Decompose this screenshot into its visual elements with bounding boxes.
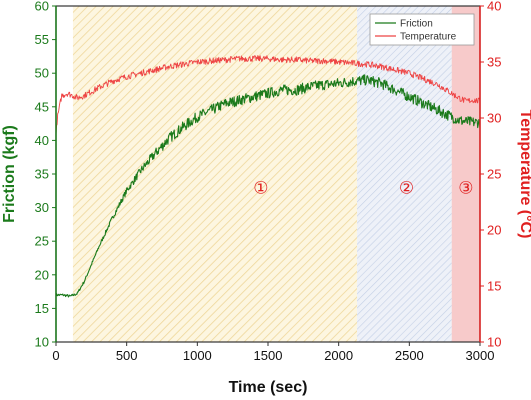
left-y-tick-label: 55 xyxy=(35,32,49,47)
region-label-1: ① xyxy=(253,178,268,198)
x-tick-label: 0 xyxy=(52,348,59,363)
right-y-tick-label: 40 xyxy=(487,0,501,14)
region-labels: ① ② ③ xyxy=(253,178,473,198)
right-y-tick-label: 20 xyxy=(487,223,501,238)
axes: 0 500 1000 1500 2000 2500 30001015202530354045… xyxy=(35,0,502,363)
left-y-tick-label: 50 xyxy=(35,66,49,81)
right-y-tick-label: 15 xyxy=(487,279,501,294)
series-line-temperature xyxy=(56,55,480,135)
region-label-3: ③ xyxy=(458,178,473,198)
legend-box xyxy=(369,13,475,46)
legend: Friction Temperature xyxy=(369,13,475,46)
x-axis-title: Time (sec) xyxy=(229,379,308,396)
x-tick-label: 1000 xyxy=(183,348,212,363)
right-y-tick-label: 10 xyxy=(487,335,501,350)
left-y-tick-label: 15 xyxy=(35,301,49,316)
left-y-tick-label: 20 xyxy=(35,267,49,282)
legend-label-friction: Friction xyxy=(400,19,433,30)
region-1 xyxy=(72,6,358,342)
left-y-tick-label: 45 xyxy=(35,99,49,114)
left-y-tick-label: 60 xyxy=(35,0,49,14)
right-y-tick-label: 25 xyxy=(487,167,501,182)
left-y-tick-label: 40 xyxy=(35,133,49,148)
series-line-friction xyxy=(56,74,480,298)
right-axis-title: Temperature (°C) xyxy=(517,110,531,239)
left-y-tick-label: 10 xyxy=(35,335,49,350)
x-tick-label: 1500 xyxy=(254,348,283,363)
left-axis-title: Friction (kgf) xyxy=(1,125,18,223)
left-y-tick-label: 30 xyxy=(35,200,49,215)
legend-label-temperature: Temperature xyxy=(400,32,457,43)
region-shading xyxy=(72,6,480,342)
x-tick-label: 2000 xyxy=(324,348,353,363)
region-3 xyxy=(451,6,480,342)
left-y-tick-label: 35 xyxy=(35,167,49,182)
right-y-tick-label: 30 xyxy=(487,111,501,126)
data-series xyxy=(56,55,480,298)
right-y-tick-label: 35 xyxy=(487,55,501,70)
region-2 xyxy=(357,6,452,342)
x-tick-label: 500 xyxy=(116,348,138,363)
left-y-tick-label: 25 xyxy=(35,234,49,249)
x-tick-label: 3000 xyxy=(466,348,495,363)
region-label-2: ② xyxy=(399,178,414,198)
x-tick-label: 2500 xyxy=(395,348,424,363)
